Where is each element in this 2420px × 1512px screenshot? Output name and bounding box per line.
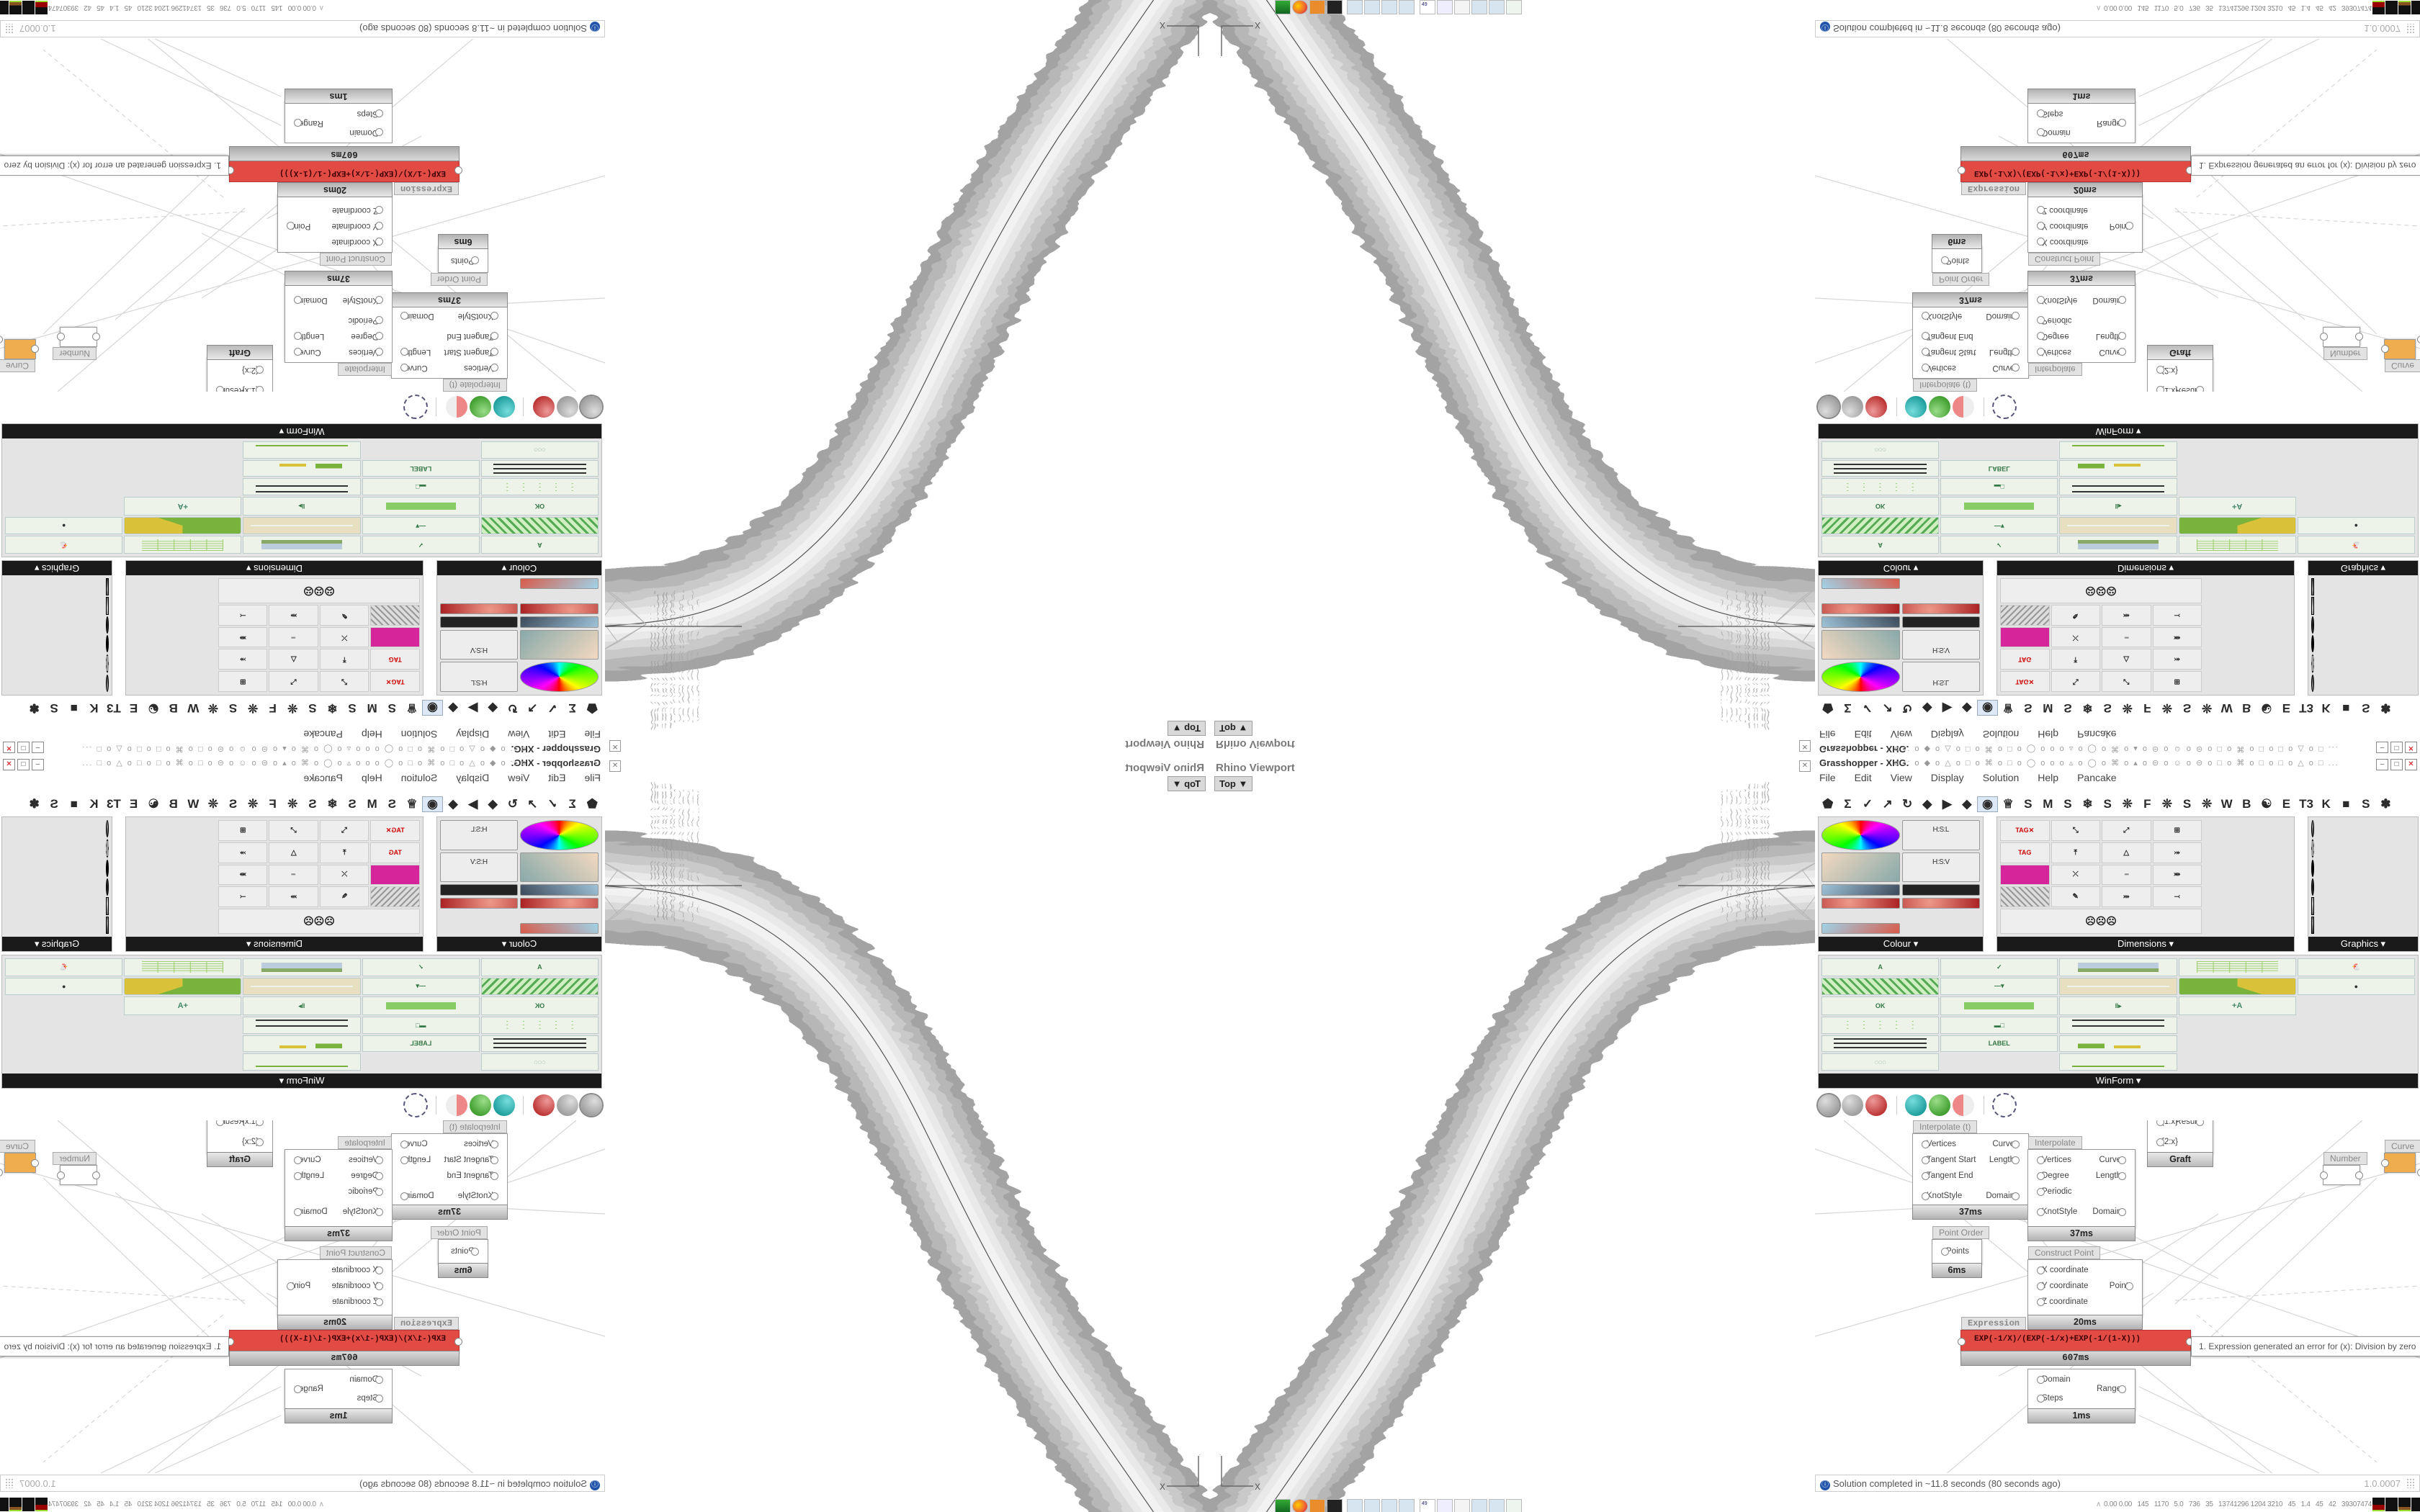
svg-text:y: y <box>1196 56 1200 58</box>
svg-text:x: x <box>1160 1480 1165 1490</box>
svg-text:y: y <box>1220 1454 1224 1456</box>
svg-text:y: y <box>1220 56 1224 58</box>
svg-text:y: y <box>1196 1454 1200 1456</box>
svg-text:x: x <box>1255 1480 1260 1490</box>
svg-text:x: x <box>1255 22 1260 32</box>
svg-text:x: x <box>1160 22 1165 32</box>
